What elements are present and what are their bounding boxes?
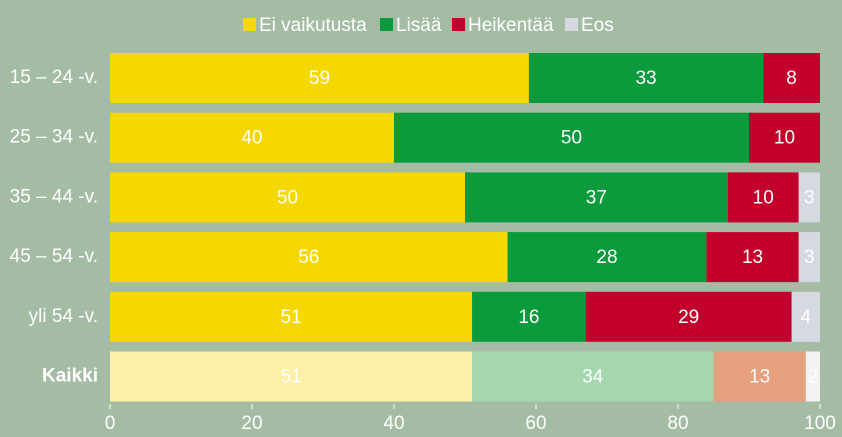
bar-segment [507,232,707,283]
bar-segment [798,232,820,283]
value-label: 40 [241,128,262,149]
value-label: 34 [582,367,604,388]
bar-segment [798,172,820,223]
value-label: 10 [753,187,774,208]
y-tick-label: 25 – 34 -v. [10,127,98,148]
bar-segment [110,112,394,163]
value-label: 3 [804,187,815,208]
bar-segment [749,112,820,163]
value-label: 50 [561,128,582,149]
bar-segment [465,172,728,223]
value-label: 3 [804,247,815,268]
legend-swatch [380,18,393,31]
bar-segment [713,351,806,402]
legend-label: Heikentää [468,15,554,36]
value-label: 4 [801,307,812,328]
x-tick-label: 60 [525,413,546,434]
y-tick-label: yli 54 -v. [29,306,98,327]
legend-label: Eos [581,15,614,36]
x-tick-label: 0 [105,413,116,434]
value-label: 59 [309,68,330,89]
bar-segment [528,53,764,103]
bar-segment [110,172,465,223]
value-label: 28 [596,247,617,268]
bar-segment [394,112,749,163]
value-label: 8 [786,68,797,89]
value-label: 33 [635,68,656,89]
bar-segment [110,232,508,283]
y-tick-label: 15 – 24 -v. [10,67,98,88]
bar-segment [763,53,820,103]
x-tick-label: 100 [804,413,836,434]
legend-label: Ei vaikutusta [259,15,367,36]
bar-segment [791,291,820,342]
x-tick-label: 20 [241,413,262,434]
value-label: 29 [678,307,699,328]
value-label: 56 [298,247,319,268]
bar-segment [110,351,473,402]
bar-segment [110,53,529,103]
bar-segment [110,291,473,342]
legend-swatch [452,18,465,31]
value-label: 51 [280,307,301,328]
value-label: 13 [749,367,770,388]
bar-segment [472,291,586,342]
bar-segment [585,291,792,342]
x-tick-label: 40 [383,413,404,434]
bar-segment [706,232,799,283]
y-tick-label: 35 – 44 -v. [10,186,98,207]
y-tick-label: Kaikki [42,366,98,387]
value-label: 37 [586,187,607,208]
legend-swatch [565,18,578,31]
legend-label: Lisää [396,15,442,36]
value-label: 2 [808,367,819,388]
bar-segment [472,351,714,402]
bar-segment [805,351,820,402]
value-label: 16 [518,307,539,328]
x-tick-label: 80 [667,413,688,434]
value-label: 51 [280,367,301,388]
bar-segment [727,172,799,223]
value-label: 50 [277,187,298,208]
value-label: 13 [742,247,763,268]
value-label: 10 [774,128,795,149]
legend-swatch [243,18,256,31]
y-tick-label: 45 – 54 -v. [10,246,98,267]
